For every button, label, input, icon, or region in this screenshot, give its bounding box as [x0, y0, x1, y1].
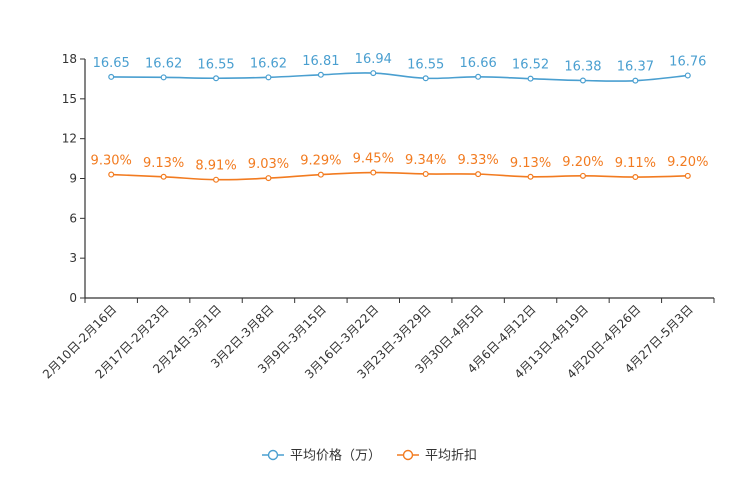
data-label: 9.03%: [248, 157, 289, 172]
data-point: [422, 75, 429, 82]
data-point: [317, 171, 324, 178]
data-label: 9.20%: [562, 155, 603, 170]
data-label: 9.30%: [91, 154, 132, 169]
legend-label: 平均折扣: [425, 449, 477, 464]
data-label: 9.13%: [510, 156, 551, 171]
data-point: [160, 173, 167, 180]
data-point: [579, 77, 586, 84]
data-label: 16.52: [512, 58, 549, 73]
data-point: [527, 173, 534, 180]
data-label: 9.13%: [143, 156, 184, 171]
data-label: 16.62: [145, 56, 182, 71]
data-point: [579, 172, 586, 179]
data-point: [265, 74, 272, 81]
chart-data-labels: 16.65 16.62 16.55 16.62 16.81 16.94 16.55 16.66…: [91, 52, 709, 174]
data-label: 9.34%: [405, 153, 446, 168]
series-line-1: [111, 72, 688, 82]
data-point: [265, 175, 272, 182]
legend-marker-icon: [267, 449, 279, 461]
y-tick-label: 3: [69, 251, 77, 265]
chart-series: [108, 70, 691, 183]
data-point: [213, 75, 220, 82]
data-label: 9.20%: [667, 155, 708, 170]
data-label: 16.76: [669, 54, 706, 69]
y-tick-label: 12: [62, 132, 77, 146]
data-label: 16.94: [355, 52, 392, 67]
chart-axes: 03691215182月10日-2月16日2月17日-2月23日2月24日-3月…: [40, 52, 715, 382]
data-label: 8.91%: [195, 159, 236, 174]
data-point: [213, 176, 220, 183]
legend-label: 平均价格（万）: [290, 448, 381, 464]
data-point: [475, 171, 482, 178]
y-tick-label: 6: [69, 211, 77, 225]
data-point: [370, 70, 377, 77]
data-label: 16.81: [302, 54, 339, 69]
data-label: 9.29%: [300, 154, 341, 169]
legend-item-1[interactable]: 平均价格（万）: [262, 448, 381, 464]
y-tick-label: 18: [62, 52, 77, 66]
data-label: 16.62: [250, 56, 287, 71]
data-label: 16.65: [93, 56, 130, 71]
y-tick-label: 0: [69, 291, 77, 305]
legend-item-2[interactable]: 平均折扣: [397, 449, 477, 464]
data-point: [684, 172, 691, 179]
data-label: 16.66: [460, 56, 497, 71]
data-point: [684, 72, 691, 79]
data-label: 9.11%: [615, 156, 656, 171]
data-label: 9.33%: [457, 153, 498, 168]
data-point: [632, 174, 639, 181]
data-point: [527, 75, 534, 82]
y-tick-label: 15: [62, 92, 77, 106]
data-point: [317, 71, 324, 78]
data-label: 16.55: [197, 57, 234, 72]
data-point: [475, 73, 482, 80]
legend-marker-icon: [402, 449, 414, 461]
data-point: [160, 74, 167, 81]
data-point: [108, 171, 115, 178]
data-point: [370, 169, 377, 176]
series-line-2: [111, 171, 688, 181]
data-point: [108, 73, 115, 80]
data-label: 16.37: [617, 60, 654, 75]
data-label: 16.38: [564, 60, 601, 75]
data-point: [422, 170, 429, 177]
y-tick-label: 9: [69, 172, 77, 186]
data-label: 9.45%: [353, 152, 394, 167]
data-label: 16.55: [407, 57, 444, 72]
chart-legend[interactable]: 平均价格（万） 平均折扣: [262, 448, 477, 464]
data-point: [632, 77, 639, 84]
